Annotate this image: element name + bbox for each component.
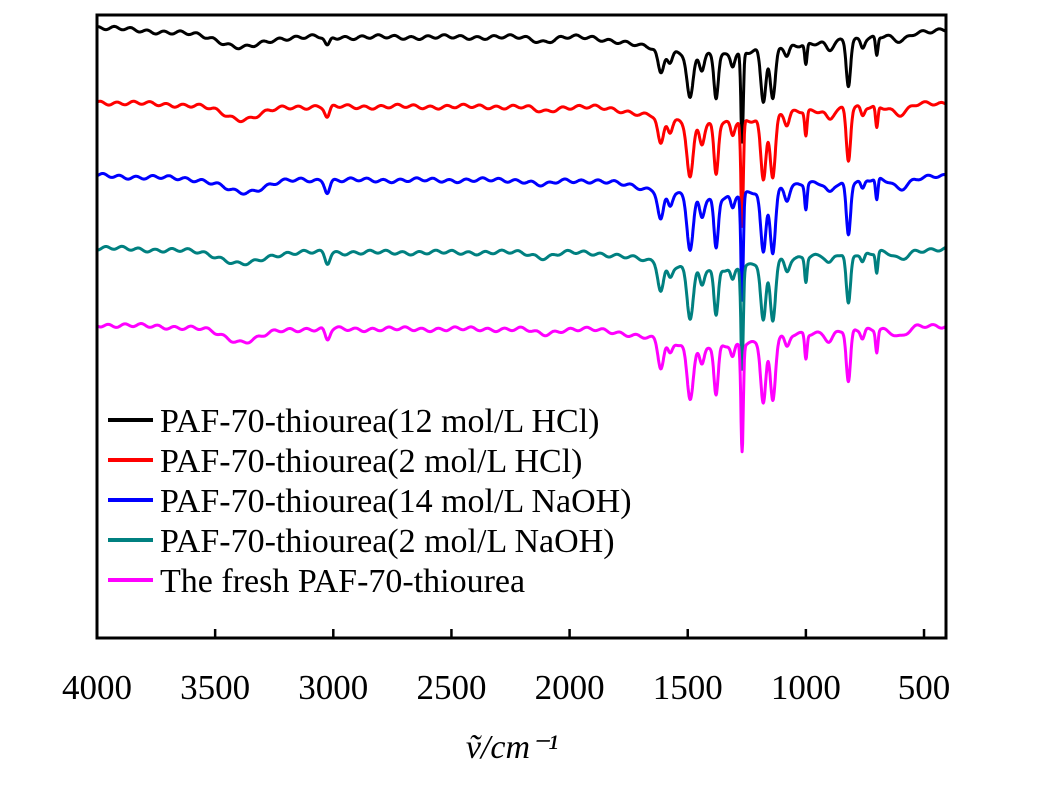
series-line-1 [96,24,947,144]
legend-label: PAF-70-thiourea(14 mol/L NaOH) [160,483,632,520]
series-line-2 [96,99,947,228]
legend-label: PAF-70-thiourea(2 mol/L HCl) [160,443,582,480]
plot-frame [95,13,948,640]
series-line-3 [96,172,947,302]
x-tick-label: 1000 [771,668,841,707]
legend-label: PAF-70-thiourea(2 mol/L NaOH) [160,523,615,560]
x-tick-label: 3000 [298,668,368,707]
x-tick-label: 3500 [180,668,250,707]
x-tick-label: 2500 [416,668,486,707]
series-layer [96,24,947,454]
legend-label: PAF-70-thiourea(12 mol/L HCl) [160,403,599,440]
x-tick-label: 2000 [535,668,605,707]
series-line-4 [96,244,947,371]
x-axis-title: ṽ/cm⁻¹ [466,729,558,766]
x-tick-label: 1500 [653,668,723,707]
x-tick-label: 500 [898,668,951,707]
legend-label: The fresh PAF-70-thiourea [160,563,525,600]
legend: PAF-70-thiourea(12 mol/L HCl)PAF-70-thio… [108,403,632,600]
x-tick-label: 4000 [62,668,132,707]
series-line-5 [96,322,947,454]
x-axis: 4000 3500 3000 2500 2000 1500 1000 500 [62,629,950,707]
